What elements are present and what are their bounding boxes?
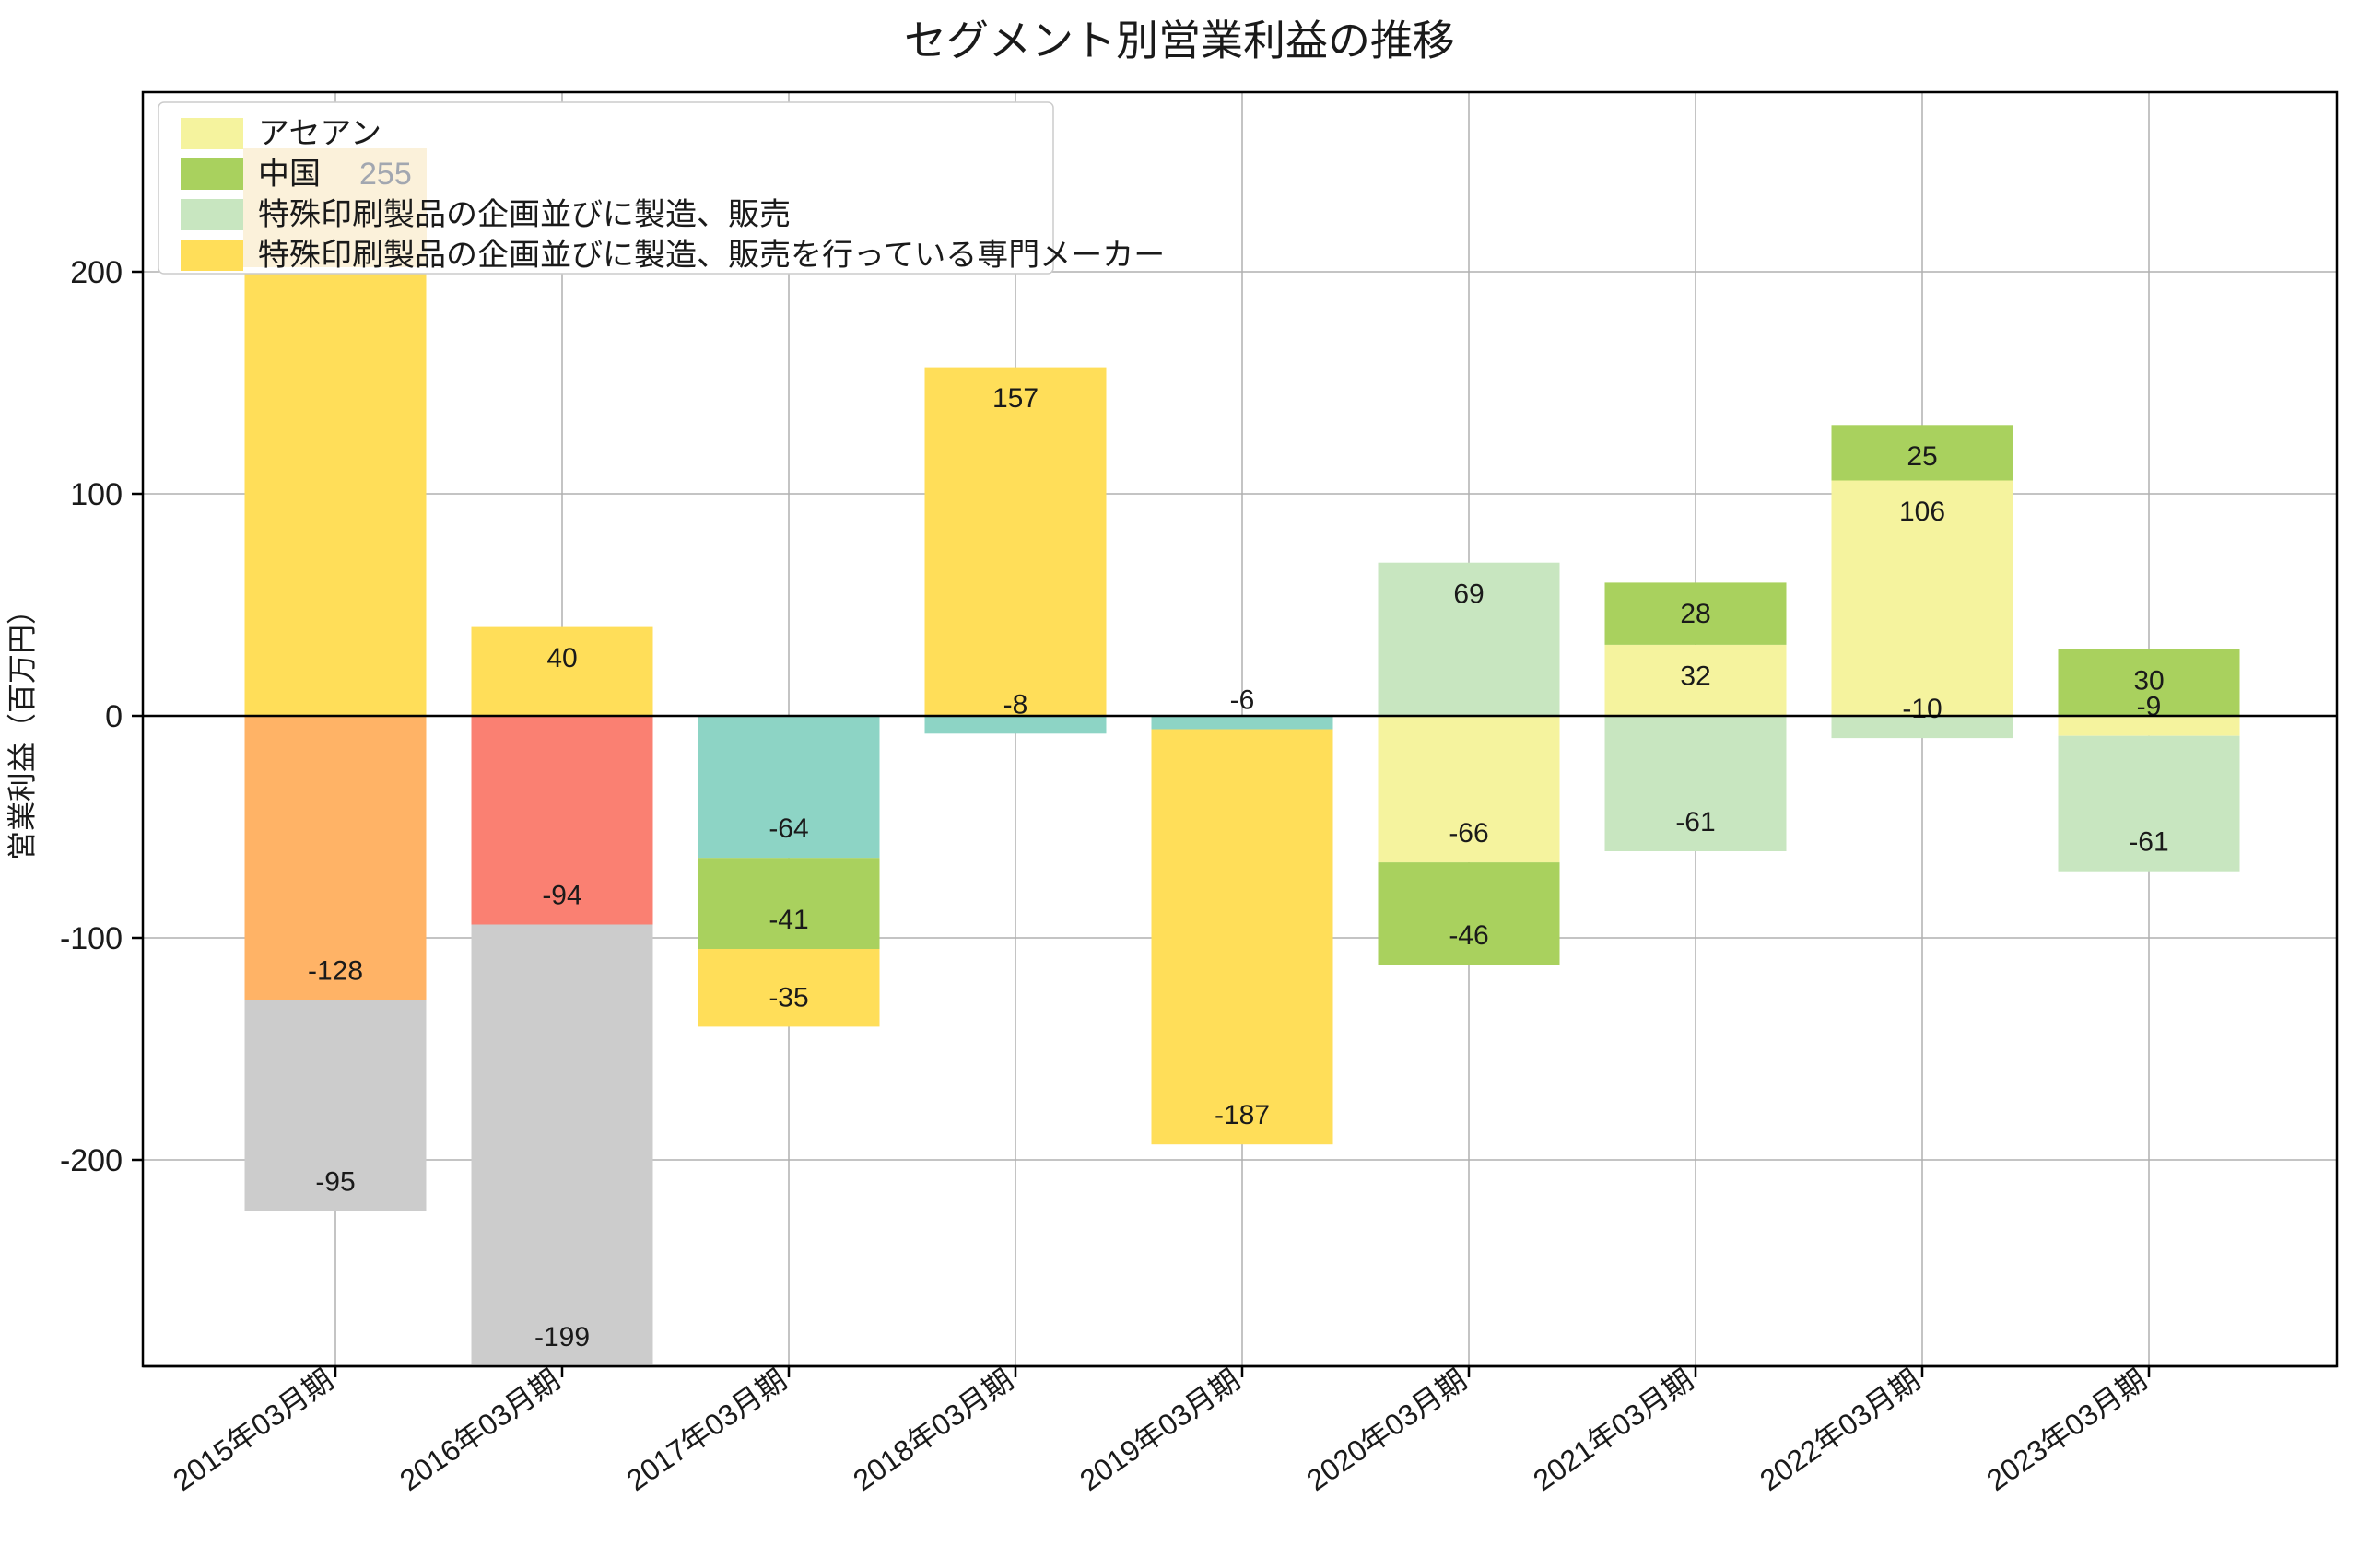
svg-text:40: 40 bbox=[546, 643, 577, 673]
svg-text:157: 157 bbox=[992, 383, 1039, 414]
svg-text:-128: -128 bbox=[308, 956, 363, 987]
svg-text:255: 255 bbox=[359, 157, 412, 192]
svg-text:-64: -64 bbox=[769, 813, 808, 844]
svg-text:-6: -6 bbox=[1230, 685, 1255, 716]
svg-text:200: 200 bbox=[70, 255, 123, 290]
svg-text:-46: -46 bbox=[1449, 920, 1488, 951]
svg-text:-95: -95 bbox=[315, 1166, 355, 1197]
svg-text:-199: -199 bbox=[534, 1322, 590, 1352]
svg-text:セグメント別営業利益の推移: セグメント別営業利益の推移 bbox=[904, 17, 1455, 64]
svg-text:営業利益（百万円）: 営業利益（百万円） bbox=[6, 595, 39, 860]
svg-text:-100: -100 bbox=[60, 921, 123, 956]
svg-text:-94: -94 bbox=[542, 881, 581, 911]
svg-text:69: 69 bbox=[1453, 579, 1484, 609]
svg-text:特殊印刷製品の企画並びに製造、販売を行っている専門メーカー: 特殊印刷製品の企画並びに製造、販売を行っている専門メーカー bbox=[258, 238, 1165, 273]
svg-text:-187: -187 bbox=[1215, 1100, 1270, 1130]
svg-text:-35: -35 bbox=[769, 982, 808, 1012]
svg-text:中国: 中国 bbox=[258, 157, 321, 192]
svg-text:-61: -61 bbox=[2129, 827, 2168, 858]
svg-text:-61: -61 bbox=[1675, 807, 1715, 837]
svg-text:32: 32 bbox=[1680, 661, 1710, 692]
svg-text:0: 0 bbox=[105, 699, 123, 734]
svg-text:アセアン: アセアン bbox=[258, 116, 381, 151]
svg-text:-10: -10 bbox=[1902, 694, 1942, 724]
svg-text:-200: -200 bbox=[60, 1143, 123, 1178]
svg-text:100: 100 bbox=[70, 477, 123, 512]
svg-text:特殊印刷製品の企画並びに製造、販売: 特殊印刷製品の企画並びに製造、販売 bbox=[258, 197, 791, 232]
svg-text:28: 28 bbox=[1680, 599, 1710, 629]
svg-text:106: 106 bbox=[1899, 497, 1945, 527]
svg-text:-66: -66 bbox=[1449, 818, 1488, 848]
svg-text:-41: -41 bbox=[769, 905, 808, 935]
svg-text:-9: -9 bbox=[2137, 692, 2162, 722]
svg-text:25: 25 bbox=[1907, 441, 1937, 472]
